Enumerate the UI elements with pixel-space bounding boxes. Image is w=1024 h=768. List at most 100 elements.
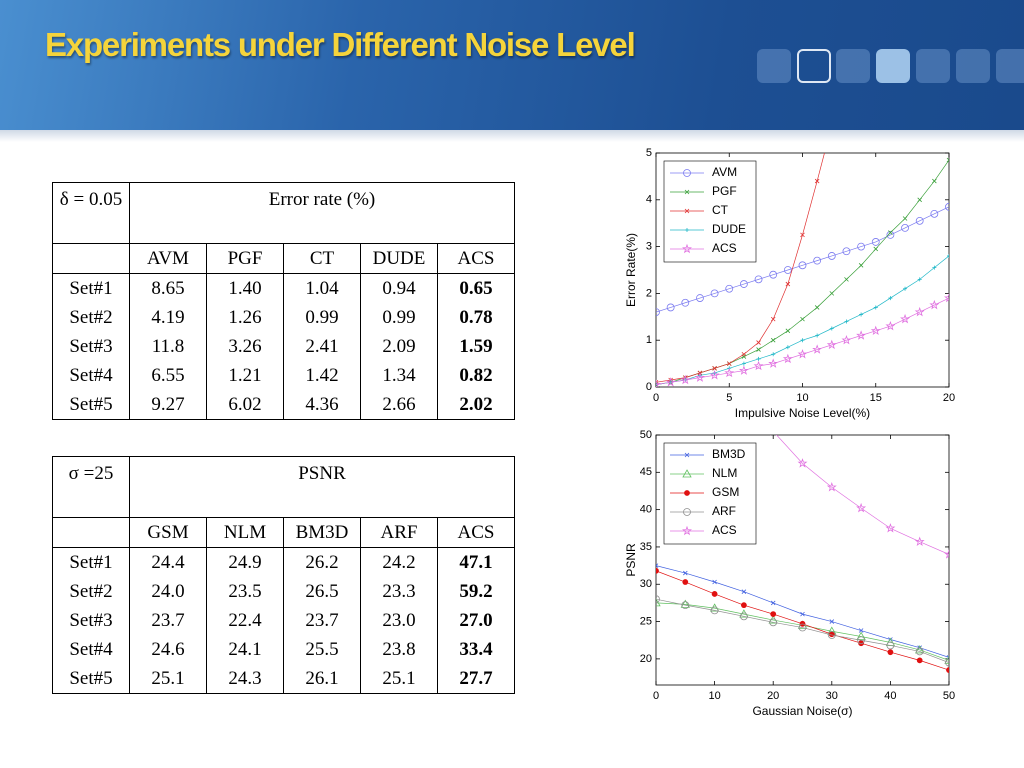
table-row: Set#5 25.1 24.3 26.1 25.1 27.7 (52, 664, 515, 694)
table-cell: 25.1 (129, 664, 207, 694)
marker (944, 292, 949, 303)
marker (709, 370, 720, 380)
table-cell: 23.7 (129, 606, 207, 635)
legend-label: ARF (712, 504, 736, 518)
plot-lines (656, 435, 949, 673)
marker (800, 316, 805, 322)
marker (783, 266, 792, 274)
marker (771, 352, 776, 357)
decor-square (876, 49, 910, 83)
row-label: Set#3 (52, 332, 130, 361)
x-tick-label: 0 (653, 690, 659, 702)
marker (682, 243, 692, 254)
marker (682, 579, 689, 585)
table-cell: 23.7 (283, 606, 361, 635)
plot-lines (656, 153, 949, 387)
y-axis-label: PSNR (624, 543, 638, 577)
marker (917, 197, 922, 203)
marker (741, 351, 747, 357)
x-axis-label: Gaussian Noise(σ) (752, 704, 852, 718)
marker (856, 631, 866, 640)
header-shadow (0, 130, 1024, 142)
marker (685, 228, 689, 232)
table-row: Set#3 23.7 22.4 23.7 23.0 27.0 (52, 606, 515, 635)
marker (754, 275, 763, 284)
marker (871, 238, 880, 246)
x-axis-label: Impulsive Noise Level(%) (735, 406, 870, 420)
marker (656, 563, 659, 568)
table-cell: 2.41 (283, 332, 361, 361)
x-tick-label: 0 (653, 392, 659, 404)
header-band (0, 0, 1024, 130)
marker (656, 308, 660, 317)
marker (885, 523, 896, 533)
marker (665, 377, 676, 387)
table-cell: 0.99 (283, 303, 361, 332)
marker (800, 611, 805, 617)
marker (684, 490, 690, 496)
table-cell: 24.0 (129, 577, 207, 606)
table-cell: 0.78 (437, 303, 515, 332)
y-tick-label: 35 (640, 541, 652, 553)
marker (712, 365, 717, 371)
marker (770, 600, 776, 606)
marker (682, 525, 692, 536)
marker (844, 277, 849, 282)
table-cell: 59.2 (437, 577, 515, 606)
row-label: Set#5 (52, 390, 130, 420)
marker (680, 374, 691, 385)
table-cell: 4.19 (129, 303, 207, 332)
table-cell: 24.3 (206, 664, 284, 694)
x-tick-label: 20 (767, 690, 779, 702)
x-tick-label: 10 (796, 392, 808, 404)
y-tick-label: 2 (646, 287, 652, 299)
marker (770, 316, 776, 322)
marker (827, 631, 836, 639)
marker (887, 649, 894, 656)
y-tick-label: 45 (640, 466, 652, 478)
table-cell: 27.0 (437, 606, 515, 635)
header-cell: Error rate (%) (129, 182, 515, 244)
legend-label: NLM (712, 466, 737, 480)
y-tick-label: 25 (640, 615, 652, 627)
marker (785, 281, 791, 287)
x-tick-label: 15 (870, 392, 882, 404)
legend-label: AVM (712, 165, 737, 179)
y-tick-label: 50 (640, 429, 652, 441)
decor-square (757, 49, 791, 83)
table-cell: 22.4 (206, 606, 284, 635)
marker (769, 270, 778, 279)
table-cell: 24.1 (206, 635, 284, 664)
marker (798, 623, 807, 632)
row-label: Set#2 (52, 303, 130, 332)
marker (756, 347, 761, 352)
marker (915, 216, 924, 225)
marker (829, 326, 834, 331)
column-header: BM3D (283, 517, 361, 548)
marker (782, 353, 793, 364)
table-cell: 25.5 (283, 635, 361, 664)
corner-cell: σ =25 (52, 456, 130, 518)
legend-label: CT (712, 203, 729, 217)
marker (932, 178, 937, 184)
marker (827, 252, 836, 260)
decor-square (836, 49, 870, 83)
row-label: Set#5 (52, 664, 130, 694)
marker (900, 313, 911, 324)
table-cell: 1.04 (283, 273, 361, 303)
marker (812, 344, 823, 354)
marker (682, 469, 692, 478)
marker (856, 330, 867, 340)
column-row: AVM PGF CT DUDE ACS (52, 243, 515, 274)
y-tick-label: 1 (646, 334, 652, 346)
slide-title: Experiments under Different Noise Level (45, 26, 636, 63)
column-header: GSM (129, 517, 207, 548)
marker (826, 482, 837, 492)
y-tick-label: 30 (640, 578, 652, 590)
row-label: Set#4 (52, 361, 130, 390)
table-row: Set#3 11.8 3.26 2.41 2.09 1.59 (52, 332, 515, 361)
marker (694, 372, 705, 382)
marker (785, 328, 791, 334)
marker (917, 277, 922, 282)
